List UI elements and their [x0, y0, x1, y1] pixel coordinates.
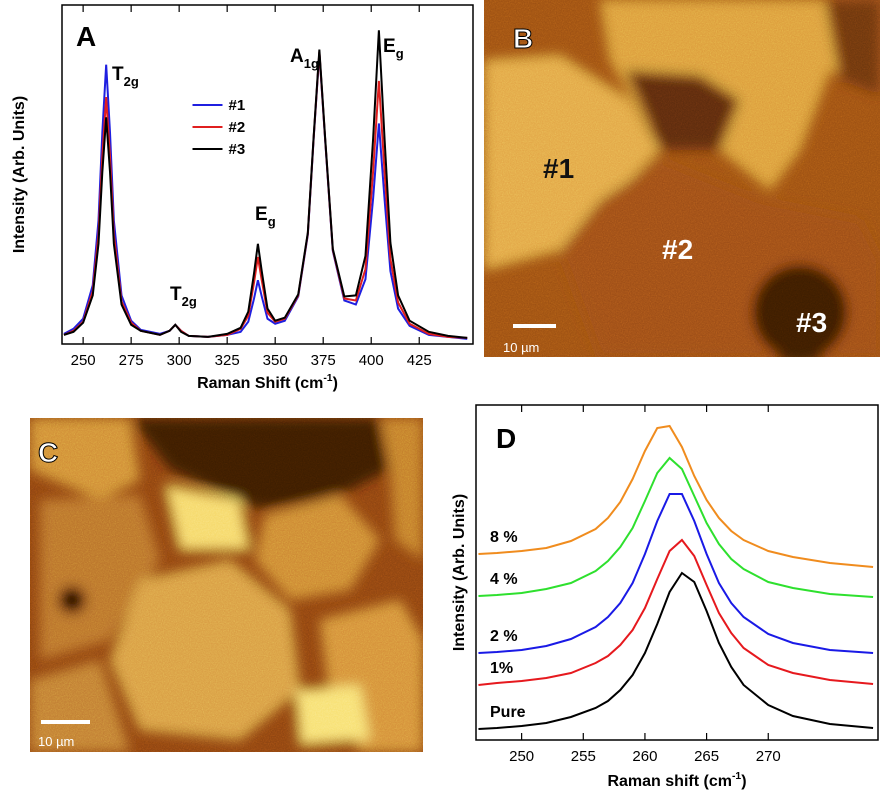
peak-label: A1g [290, 46, 319, 71]
axis-label-sup: -1 [732, 771, 741, 782]
legend-label: 4 % [490, 571, 518, 588]
plot-frame [475, 404, 879, 741]
panel-label: A [76, 21, 96, 52]
x-tick-label: 350 [263, 352, 288, 369]
legend-label: #3 [229, 141, 246, 158]
panel-label: C [38, 437, 58, 468]
x-tick-label: 425 [407, 352, 432, 369]
peak-label-sub: 2g [182, 294, 197, 309]
panel-label: B [513, 23, 533, 54]
peak-label-main: A [290, 46, 304, 67]
legend-label: #1 [229, 97, 246, 114]
axis-label-text: Raman Shift (cm [197, 375, 323, 392]
raman-map-b [484, 0, 880, 357]
peak-label: Eg [383, 36, 404, 61]
peak-label-main: E [383, 36, 396, 57]
axis-label: Raman Shift (cm-1) [197, 373, 338, 392]
scale-bar-label: 10 µm [38, 734, 74, 749]
peak-label: Eg [255, 204, 276, 229]
panel-label: D [496, 423, 516, 454]
x-tick-label: 265 [694, 748, 719, 765]
scale-bar-label: 10 µm [503, 340, 539, 355]
peak-label-main: T [112, 64, 124, 85]
axis-label: Raman shift (cm-1) [607, 771, 746, 790]
region-label: #1 [543, 153, 574, 184]
series-line [478, 424, 874, 568]
series-line [63, 30, 468, 339]
legend-label: #2 [229, 119, 246, 136]
legend-label: 2 % [490, 628, 518, 645]
legend-label: 1% [490, 660, 513, 677]
peak-label-sub: 2g [124, 74, 139, 89]
series-line [63, 52, 468, 340]
axis-label-end: ) [741, 773, 746, 790]
axis-label: Intensity (Arb. Units) [451, 494, 468, 651]
x-tick-label: 250 [509, 748, 534, 765]
axis-label: Intensity (Arb. Units) [11, 96, 28, 253]
legend-label: 8 % [490, 529, 518, 546]
x-tick-label: 325 [215, 352, 240, 369]
x-tick-label: 400 [359, 352, 384, 369]
x-tick-label: 260 [632, 748, 657, 765]
x-tick-label: 275 [119, 352, 144, 369]
peak-label-main: E [255, 204, 268, 225]
x-tick-label: 375 [311, 352, 336, 369]
x-tick-label: 270 [756, 748, 781, 765]
region-label: #2 [662, 234, 693, 265]
axis-label-text: Raman shift (cm [607, 773, 731, 790]
legend-label: Pure [490, 704, 526, 721]
x-tick-label: 255 [571, 748, 596, 765]
series-line [478, 538, 874, 686]
x-tick-label: 250 [71, 352, 96, 369]
region-label: #3 [796, 307, 827, 338]
axis-label-end: ) [333, 375, 338, 392]
peak-label-sub: g [268, 214, 276, 229]
series-line [478, 456, 874, 598]
peak-label: T2g [112, 64, 139, 89]
series-line [478, 571, 874, 730]
x-tick-label: 300 [167, 352, 192, 369]
raman-map-c [30, 418, 423, 752]
peak-label-sub: 1g [304, 56, 319, 71]
peak-label-main: T [170, 284, 182, 305]
peak-label: T2g [170, 284, 197, 309]
series-line [478, 493, 874, 654]
axis-label-sup: -1 [323, 373, 332, 384]
peak-label-sub: g [396, 46, 404, 61]
plot-frame [61, 4, 474, 345]
